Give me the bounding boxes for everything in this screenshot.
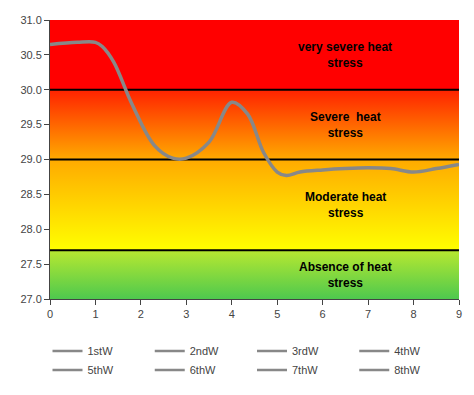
svg-text:6: 6 — [320, 308, 326, 320]
svg-text:Moderate heatstress: Moderate heatstress — [305, 190, 386, 220]
svg-text:very severe heatstress: very severe heatstress — [298, 40, 392, 70]
svg-text:8: 8 — [410, 308, 416, 320]
svg-text:9: 9 — [456, 308, 462, 320]
svg-text:29.0: 29.0 — [20, 153, 41, 165]
svg-text:30.0: 30.0 — [20, 84, 41, 96]
svg-text:1stW: 1stW — [88, 345, 114, 357]
svg-text:Severe heatstress: Severe heatstress — [310, 110, 381, 140]
svg-text:7: 7 — [365, 308, 371, 320]
svg-text:28.5: 28.5 — [20, 188, 41, 200]
svg-text:31.0: 31.0 — [20, 14, 41, 26]
svg-text:29.5: 29.5 — [20, 118, 41, 130]
svg-text:7thW: 7thW — [292, 364, 318, 376]
svg-text:5: 5 — [274, 308, 280, 320]
svg-text:4: 4 — [229, 308, 235, 320]
svg-text:3rdW: 3rdW — [292, 345, 319, 357]
svg-text:Absence of heatstress: Absence of heatstress — [299, 260, 392, 290]
svg-text:8thW: 8thW — [394, 364, 420, 376]
svg-text:30.5: 30.5 — [20, 49, 41, 61]
svg-text:3: 3 — [183, 308, 189, 320]
svg-text:5thW: 5thW — [88, 364, 114, 376]
svg-text:1: 1 — [92, 308, 98, 320]
svg-text:27.0: 27.0 — [20, 293, 41, 305]
svg-text:2: 2 — [138, 308, 144, 320]
svg-text:27.5: 27.5 — [20, 258, 41, 270]
svg-text:28.0: 28.0 — [20, 223, 41, 235]
svg-text:4thW: 4thW — [394, 345, 420, 357]
svg-text:6thW: 6thW — [190, 364, 216, 376]
svg-text:2ndW: 2ndW — [190, 345, 219, 357]
svg-text:0: 0 — [47, 308, 53, 320]
